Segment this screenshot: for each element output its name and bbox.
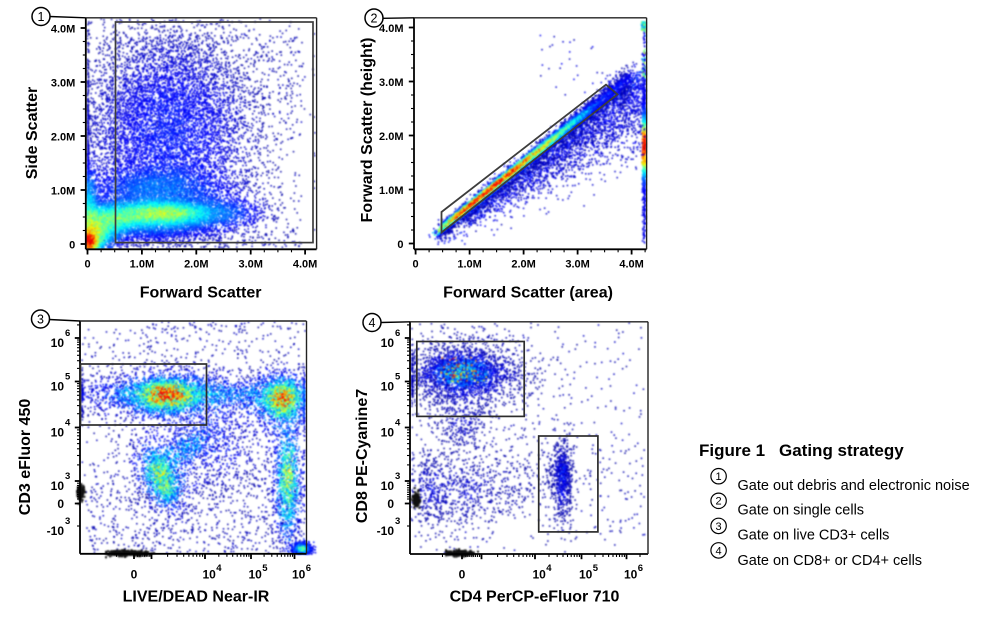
svg-text:10: 10 — [381, 380, 395, 394]
svg-text:10: 10 — [624, 568, 638, 582]
svg-text:4.0M: 4.0M — [293, 259, 317, 271]
svg-text:0: 0 — [387, 497, 394, 511]
svg-text:5: 5 — [65, 372, 71, 383]
svg-text:4: 4 — [546, 563, 552, 574]
svg-text:3: 3 — [716, 521, 722, 533]
svg-text:4.0M: 4.0M — [51, 24, 75, 36]
svg-text:-10: -10 — [377, 524, 395, 538]
svg-text:0: 0 — [57, 497, 64, 511]
svg-text:10: 10 — [51, 479, 65, 493]
svg-text:10: 10 — [203, 567, 217, 581]
svg-text:5: 5 — [262, 563, 268, 574]
svg-text:3: 3 — [395, 516, 400, 527]
svg-text:4: 4 — [395, 418, 401, 429]
svg-text:CD3 eFluor 450: CD3 eFluor 450 — [17, 399, 34, 516]
svg-text:1.0M: 1.0M — [51, 186, 75, 198]
svg-text:Gate on single cells: Gate on single cells — [738, 503, 865, 519]
svg-text:5: 5 — [593, 563, 599, 574]
svg-text:10: 10 — [381, 479, 395, 493]
svg-text:0: 0 — [84, 259, 90, 271]
svg-text:6: 6 — [65, 328, 70, 339]
svg-text:1.0M: 1.0M — [379, 185, 403, 197]
svg-text:5: 5 — [395, 372, 401, 383]
svg-text:2.0M: 2.0M — [379, 131, 403, 143]
svg-text:10: 10 — [51, 426, 65, 440]
svg-text:4: 4 — [716, 545, 722, 557]
svg-text:0: 0 — [459, 568, 466, 582]
svg-text:Forward Scatter (area): Forward Scatter (area) — [443, 285, 613, 302]
svg-text:Side Scatter: Side Scatter — [24, 87, 41, 179]
svg-text:10: 10 — [51, 336, 65, 350]
svg-text:3: 3 — [65, 471, 70, 482]
svg-text:6: 6 — [638, 563, 643, 574]
svg-text:0: 0 — [131, 567, 138, 581]
svg-text:0: 0 — [397, 239, 403, 251]
svg-text:3.0M: 3.0M — [565, 259, 589, 271]
svg-text:Gating strategy: Gating strategy — [779, 441, 904, 460]
svg-text:Figure 1: Figure 1 — [699, 441, 765, 460]
svg-text:2.0M: 2.0M — [511, 259, 535, 271]
svg-text:1.0M: 1.0M — [457, 259, 481, 271]
svg-text:Gate out debris and electronic: Gate out debris and electronic noise — [738, 478, 970, 494]
svg-text:10: 10 — [292, 567, 306, 581]
svg-text:Gate on CD8+ or CD4+ cells: Gate on CD8+ or CD4+ cells — [738, 553, 923, 569]
svg-text:4: 4 — [65, 418, 71, 429]
svg-text:3.0M: 3.0M — [379, 77, 403, 89]
svg-text:3.0M: 3.0M — [51, 78, 75, 90]
svg-text:10: 10 — [579, 568, 593, 582]
svg-text:10: 10 — [249, 567, 263, 581]
svg-text:2.0M: 2.0M — [184, 259, 208, 271]
svg-text:3: 3 — [395, 471, 400, 482]
svg-text:2: 2 — [371, 11, 378, 25]
svg-text:4: 4 — [369, 316, 376, 330]
svg-text:3: 3 — [37, 312, 44, 326]
svg-text:1: 1 — [716, 471, 722, 483]
svg-text:2: 2 — [716, 496, 722, 508]
svg-text:4.0M: 4.0M — [379, 23, 403, 35]
svg-text:Forward Scatter: Forward Scatter — [140, 285, 262, 302]
svg-text:6: 6 — [395, 328, 400, 339]
svg-text:10: 10 — [381, 426, 395, 440]
svg-text:CD8 PE-Cyanine7: CD8 PE-Cyanine7 — [354, 389, 371, 523]
svg-text:2.0M: 2.0M — [51, 132, 75, 144]
svg-text:1: 1 — [38, 10, 45, 24]
svg-text:0: 0 — [413, 259, 419, 271]
svg-text:3: 3 — [65, 516, 70, 527]
svg-text:10: 10 — [533, 568, 547, 582]
svg-text:CD4 PerCP-eFluor 710: CD4 PerCP-eFluor 710 — [450, 589, 620, 606]
svg-text:3.0M: 3.0M — [238, 259, 262, 271]
svg-text:Forward Scatter (height): Forward Scatter (height) — [359, 38, 376, 223]
svg-text:10: 10 — [51, 380, 65, 394]
svg-text:4: 4 — [216, 563, 222, 574]
svg-text:1.0M: 1.0M — [130, 259, 154, 271]
svg-text:6: 6 — [306, 563, 311, 574]
svg-text:0: 0 — [69, 240, 75, 252]
svg-text:4.0M: 4.0M — [619, 259, 643, 271]
svg-text:-10: -10 — [47, 524, 65, 538]
svg-text:10: 10 — [381, 336, 395, 350]
svg-text:Gate on live CD3+ cells: Gate on live CD3+ cells — [738, 527, 890, 543]
svg-text:LIVE/DEAD Near-IR: LIVE/DEAD Near-IR — [123, 589, 270, 606]
